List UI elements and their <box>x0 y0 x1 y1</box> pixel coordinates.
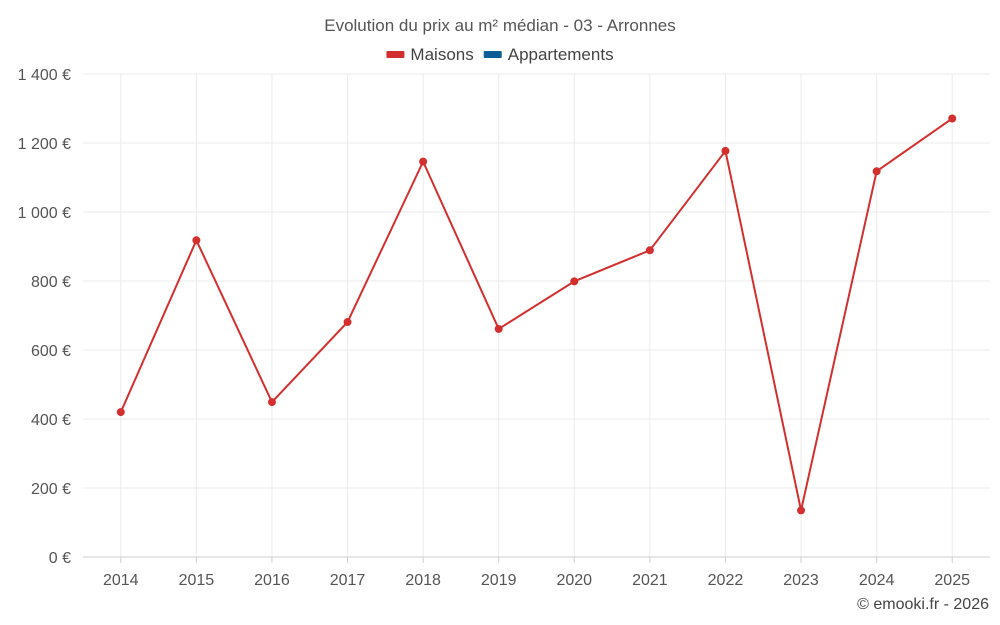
y-tick-label: 200 € <box>31 481 71 498</box>
x-tick-label: 2024 <box>859 572 895 589</box>
legend-label: Maisons <box>410 45 473 64</box>
y-tick-label: 0 € <box>49 550 71 567</box>
x-tick-label: 2018 <box>405 572 441 589</box>
x-tick-label: 2015 <box>179 572 215 589</box>
x-tick-label: 2025 <box>934 572 970 589</box>
legend-swatch <box>483 51 502 58</box>
x-tick-label: 2020 <box>556 572 592 589</box>
data-point-2021[interactable] <box>645 246 654 255</box>
x-tick-label: 2023 <box>783 572 819 589</box>
y-tick-label: 800 € <box>31 274 71 291</box>
y-tick-label: 1 400 € <box>18 67 71 84</box>
x-tick-label: 2022 <box>708 572 744 589</box>
x-tick-label: 2014 <box>103 572 139 589</box>
legend-label: Appartements <box>508 45 614 64</box>
data-point-2014[interactable] <box>116 408 125 417</box>
legend-item-maisons[interactable]: Maisons <box>386 45 474 64</box>
chart-title: Evolution du prix au m² médian - 03 - Ar… <box>324 16 676 35</box>
series-layer <box>116 114 957 515</box>
x-tick-label: 2017 <box>330 572 366 589</box>
y-tick-label: 600 € <box>31 343 71 360</box>
data-point-2024[interactable] <box>872 167 881 176</box>
grid <box>83 73 990 557</box>
credit-text: © emooki.fr - 2026 <box>857 596 989 613</box>
data-point-2023[interactable] <box>797 506 806 515</box>
data-point-2020[interactable] <box>570 277 579 286</box>
x-tick-label: 2016 <box>254 572 290 589</box>
data-point-2022[interactable] <box>721 146 730 155</box>
legend-item-appartements[interactable]: Appartements <box>483 45 614 64</box>
data-point-2017[interactable] <box>343 318 352 327</box>
series-line-maisons <box>119 117 953 512</box>
legend-swatch <box>386 51 405 58</box>
data-point-2025[interactable] <box>948 114 957 123</box>
x-tick-label: 2021 <box>632 572 668 589</box>
x-tick-label: 2019 <box>481 572 517 589</box>
axes: 0 € 200 € 400 € 600 € 800 € 1 000 € 1 200 € 1 4… <box>18 67 990 589</box>
y-tick-label: 1 200 € <box>18 136 71 153</box>
y-tick-label: 400 € <box>31 412 71 429</box>
data-point-2019[interactable] <box>494 324 503 333</box>
data-point-2015[interactable] <box>192 236 201 245</box>
data-point-2016[interactable] <box>267 398 276 407</box>
data-point-2018[interactable] <box>419 157 428 166</box>
y-tick-label: 1 000 € <box>18 205 71 222</box>
legend: Maisons Appartements <box>386 45 614 64</box>
